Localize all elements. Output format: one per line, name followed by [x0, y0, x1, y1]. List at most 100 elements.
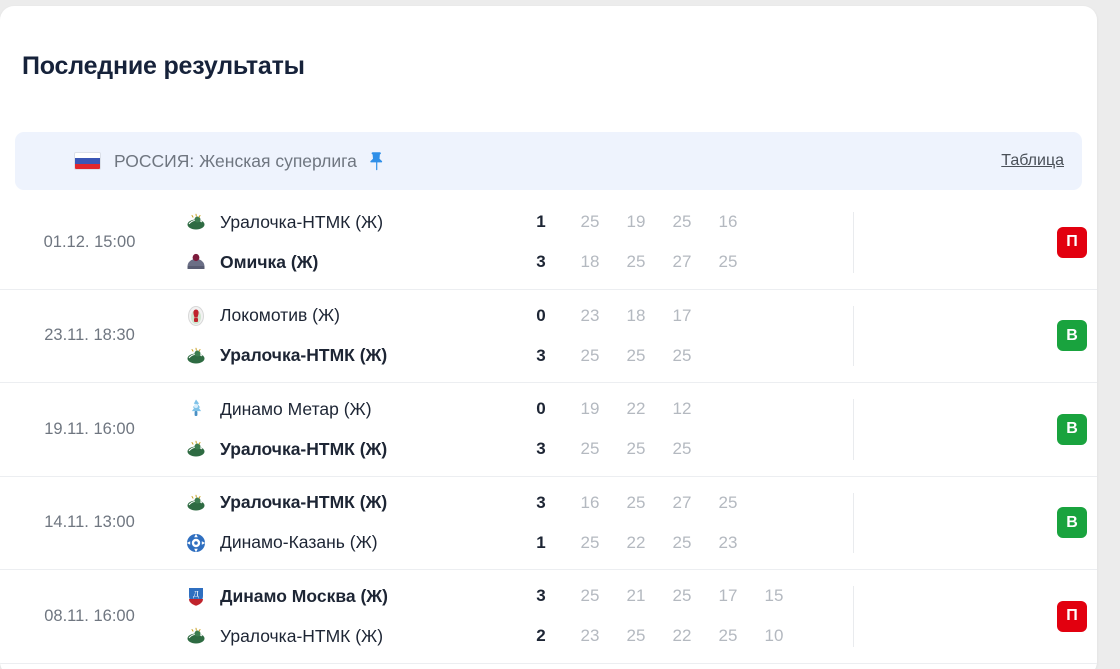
team-line[interactable]: Омичка (Ж) 3 18 25 27 25	[185, 242, 1057, 282]
sets-won-total: 3	[536, 586, 546, 606]
sets-won-total: 3	[536, 252, 546, 272]
set-score-cell: 23	[718, 532, 738, 552]
sets-won-total: 2	[536, 626, 546, 646]
set-score-cell	[751, 306, 797, 326]
set-score-cell: 15	[764, 586, 784, 606]
team-line[interactable]: Уралочка-НТМК (Ж) 2 23 25 22 25 10	[185, 616, 1057, 656]
team-name: Уралочка-НТМК (Ж)	[220, 492, 388, 513]
team-line[interactable]: Д Динамо Москва (Ж) 3 25 21 25 17 15	[185, 576, 1057, 616]
uralochka-ntmk-logo	[185, 345, 207, 367]
result-badge-cell: П	[1057, 226, 1097, 258]
set-score-cell: 19	[580, 399, 600, 419]
sets-won-total: 1	[536, 212, 546, 232]
set-scores: 18 25 27 25	[567, 252, 797, 272]
column-divider	[853, 586, 854, 647]
set-score-cell: 22	[672, 626, 692, 646]
set-score-cell: 25	[718, 252, 738, 272]
set-score-cell	[705, 439, 751, 459]
set-score-cell: 16	[718, 212, 738, 232]
match-datetime: 19.11. 16:00	[44, 419, 135, 438]
set-score-cell: 18	[580, 252, 600, 272]
set-scores: 25 25 25	[567, 439, 797, 459]
column-divider	[853, 305, 854, 366]
status-badge[interactable]: П	[1057, 226, 1087, 258]
team-name: Динамо Метар (Ж)	[220, 398, 372, 419]
set-score-cell	[751, 533, 797, 553]
page-title: Последние результаты	[22, 52, 305, 80]
set-score-cell: 27	[672, 252, 692, 272]
status-badge[interactable]: В	[1057, 413, 1087, 445]
team-line[interactable]: Уралочка-НТМК (Ж) 1 25 19 25 16	[185, 202, 1057, 242]
set-score-cell: 25	[718, 492, 738, 512]
team-line[interactable]: Уралочка-НТМК (Ж) 3 16 25 27 25	[185, 483, 1057, 523]
recent-results-card: Последние результаты РОССИЯ: Женская суп…	[0, 6, 1097, 669]
set-score-cell	[705, 346, 751, 366]
league-table-link[interactable]: Таблица	[1001, 152, 1064, 169]
match-row[interactable]: 01.12. 15:00 Уралочка-НТМК (Ж) 1 25 19 25 16 Ом…	[0, 196, 1097, 290]
uralochka-ntmk-logo	[185, 625, 207, 647]
set-score-cell: 25	[718, 626, 738, 646]
match-datetime: 14.11. 13:00	[44, 513, 135, 532]
set-score-cell: 25	[626, 252, 646, 272]
set-score-cell: 25	[672, 345, 692, 365]
set-score-cell: 22	[626, 532, 646, 552]
sets-won-total: 3	[536, 439, 546, 459]
set-score-cell: 25	[626, 626, 646, 646]
set-score-cell: 23	[580, 626, 600, 646]
omichka-logo	[185, 251, 207, 273]
set-score-cell	[751, 252, 797, 272]
match-row[interactable]: 08.11. 16:00 Д Динамо Москва (Ж) 3 25 21 25 17 1…	[0, 570, 1097, 664]
set-score-cell: 17	[672, 305, 692, 325]
match-teams: Д Динамо Москва (Ж) 3 25 21 25 17 15 Уралочка-НТ…	[185, 570, 1057, 663]
status-badge[interactable]: В	[1057, 320, 1087, 352]
match-row[interactable]: 14.11. 13:00 Уралочка-НТМК (Ж) 3 16 25 27 25 Ди…	[0, 477, 1097, 570]
team-line[interactable]: Уралочка-НТМК (Ж) 3 25 25 25	[185, 429, 1057, 469]
uralochka-ntmk-logo	[185, 438, 207, 460]
set-score-cell: 21	[626, 586, 646, 606]
set-score-cell	[751, 346, 797, 366]
status-badge[interactable]: В	[1057, 507, 1087, 539]
set-score-cell	[751, 399, 797, 419]
set-score-cell: 25	[672, 212, 692, 232]
set-score-cell	[705, 399, 751, 419]
match-row[interactable]: 19.11. 16:00 Динамо Метар (Ж) 0 19 22 12 Урало…	[0, 383, 1097, 477]
set-score-cell: 27	[672, 492, 692, 512]
set-score-cell: 19	[626, 212, 646, 232]
team-name: Локомотив (Ж)	[220, 305, 340, 326]
team-name: Уралочка-НТМК (Ж)	[220, 438, 388, 459]
team-line[interactable]: Динамо Метар (Ж) 0 19 22 12	[185, 389, 1057, 429]
svg-text:Д: Д	[193, 590, 199, 599]
result-badge-cell: В	[1057, 320, 1097, 352]
sets-won-total: 3	[536, 492, 546, 512]
league-name-label: РОССИЯ: Женская суперлига	[114, 150, 357, 171]
uralochka-ntmk-logo	[185, 211, 207, 233]
team-name: Динамо Москва (Ж)	[220, 585, 388, 606]
pin-icon[interactable]	[369, 151, 384, 171]
status-badge[interactable]: П	[1057, 600, 1087, 632]
uralochka-ntmk-logo	[185, 492, 207, 514]
set-score-cell	[705, 306, 751, 326]
match-row[interactable]: 23.11. 18:30 Локомотив (Ж) 0 23 18 17 Уралочка…	[0, 290, 1097, 383]
set-scores: 16 25 27 25	[567, 493, 797, 513]
dinamo-metar-logo	[185, 398, 207, 420]
set-scores: 25 19 25 16	[567, 212, 797, 232]
set-scores: 19 22 12	[567, 399, 797, 419]
set-score-cell: 25	[626, 492, 646, 512]
team-name: Омичка (Ж)	[220, 251, 319, 272]
lokomotiv-logo	[185, 305, 207, 327]
league-header[interactable]: РОССИЯ: Женская суперлига Таблица	[15, 132, 1082, 190]
sets-won-total: 3	[536, 345, 546, 365]
team-name: Динамо-Казань (Ж)	[220, 532, 378, 553]
set-score-cell: 25	[580, 345, 600, 365]
match-list: 01.12. 15:00 Уралочка-НТМК (Ж) 1 25 19 25 16 Ом…	[0, 196, 1097, 664]
set-score-cell	[751, 493, 797, 513]
set-scores: 23 18 17	[567, 306, 797, 326]
team-line[interactable]: Локомотив (Ж) 0 23 18 17	[185, 296, 1057, 336]
set-score-cell: 25	[672, 439, 692, 459]
set-score-cell: 18	[626, 305, 646, 325]
set-score-cell: 25	[580, 532, 600, 552]
team-line[interactable]: Уралочка-НТМК (Ж) 3 25 25 25	[185, 336, 1057, 376]
result-badge-cell: П	[1057, 600, 1097, 632]
team-line[interactable]: Динамо-Казань (Ж) 1 25 22 25 23	[185, 523, 1057, 563]
